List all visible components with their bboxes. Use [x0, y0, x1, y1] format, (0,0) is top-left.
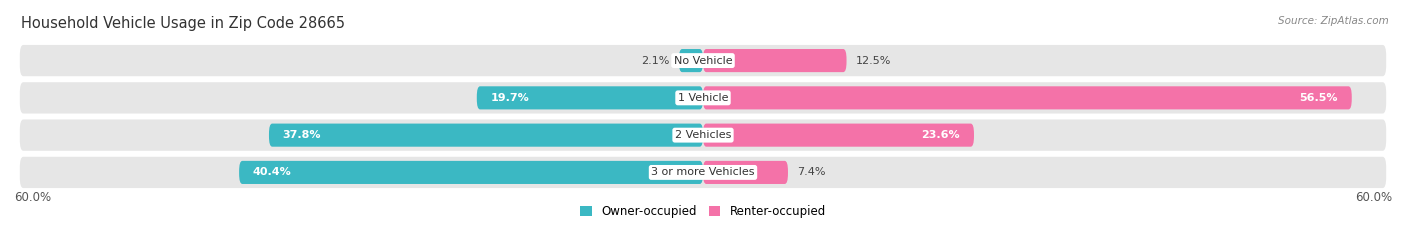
FancyBboxPatch shape [679, 49, 703, 72]
FancyBboxPatch shape [20, 45, 1386, 76]
Text: 1 Vehicle: 1 Vehicle [678, 93, 728, 103]
Text: 60.0%: 60.0% [1355, 191, 1392, 204]
Text: 7.4%: 7.4% [797, 168, 825, 177]
Text: 2.1%: 2.1% [641, 56, 669, 65]
Text: 2 Vehicles: 2 Vehicles [675, 130, 731, 140]
FancyBboxPatch shape [269, 123, 703, 147]
Text: 40.4%: 40.4% [253, 168, 291, 177]
Text: Household Vehicle Usage in Zip Code 28665: Household Vehicle Usage in Zip Code 2866… [21, 16, 344, 31]
FancyBboxPatch shape [477, 86, 703, 110]
FancyBboxPatch shape [703, 161, 787, 184]
FancyBboxPatch shape [20, 82, 1386, 113]
Text: Source: ZipAtlas.com: Source: ZipAtlas.com [1278, 16, 1389, 26]
FancyBboxPatch shape [20, 157, 1386, 188]
Text: 56.5%: 56.5% [1299, 93, 1339, 103]
FancyBboxPatch shape [703, 86, 1351, 110]
FancyBboxPatch shape [703, 123, 974, 147]
Text: 60.0%: 60.0% [14, 191, 51, 204]
Text: 23.6%: 23.6% [921, 130, 960, 140]
Text: 3 or more Vehicles: 3 or more Vehicles [651, 168, 755, 177]
FancyBboxPatch shape [239, 161, 703, 184]
Text: 12.5%: 12.5% [856, 56, 891, 65]
FancyBboxPatch shape [20, 120, 1386, 151]
Legend: Owner-occupied, Renter-occupied: Owner-occupied, Renter-occupied [579, 205, 827, 218]
FancyBboxPatch shape [703, 49, 846, 72]
Text: No Vehicle: No Vehicle [673, 56, 733, 65]
Text: 37.8%: 37.8% [283, 130, 321, 140]
Text: 19.7%: 19.7% [491, 93, 529, 103]
